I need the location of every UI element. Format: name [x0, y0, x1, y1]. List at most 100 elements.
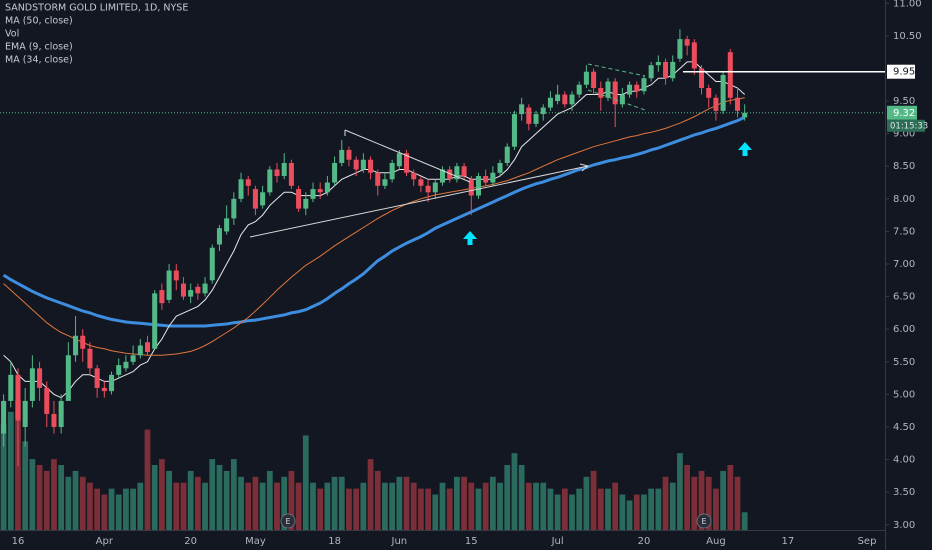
candle-body	[569, 94, 575, 105]
volume-bar	[202, 482, 208, 530]
volume-bar	[180, 482, 187, 530]
volume-bar	[648, 488, 655, 530]
volume-bar	[569, 494, 575, 530]
volume-bar	[353, 488, 360, 530]
volume-bar	[281, 476, 288, 530]
candle-body	[411, 172, 417, 180]
volume-bar	[576, 488, 583, 530]
y-tick-label: 7.00	[893, 259, 915, 270]
legend-title: SANDSTORM GOLD LIMITED, 1D, NYSE	[5, 3, 188, 14]
volume-bar	[713, 488, 719, 530]
candle-body	[439, 169, 446, 183]
candle-body	[245, 179, 251, 186]
volume-bar	[525, 482, 532, 530]
countdown-box	[887, 119, 925, 132]
candle-body	[8, 374, 14, 401]
volume-bar	[403, 476, 410, 530]
candle-body	[382, 179, 388, 186]
volume-bar	[338, 476, 345, 530]
candle-body	[389, 162, 395, 180]
candle-body	[699, 68, 705, 89]
candle-body	[504, 146, 510, 163]
volume-bar	[29, 459, 36, 530]
candle-body	[533, 114, 539, 124]
volume-bar	[396, 476, 403, 530]
volume-bar	[504, 465, 511, 530]
volume-bar	[655, 488, 662, 530]
candle-body	[180, 283, 186, 297]
legend: SANDSTORM GOLD LIMITED, 1D, NYSE MA (50,…	[5, 3, 188, 66]
y-tick-label: 8.00	[893, 194, 915, 205]
x-tick-label: Jun	[391, 536, 408, 547]
volume-bar	[727, 465, 734, 530]
volume-bar	[144, 429, 151, 530]
pattern-line	[587, 89, 646, 111]
volume-bar	[382, 482, 388, 530]
candle-body	[454, 166, 460, 180]
candle-body	[655, 61, 661, 66]
x-tick-label: Jul	[551, 536, 564, 547]
volume-bar	[101, 494, 108, 530]
candle-body	[109, 374, 115, 392]
volume-bar	[87, 482, 93, 530]
candle-body	[591, 71, 597, 89]
candle-body	[562, 94, 568, 105]
candle-body	[252, 189, 258, 209]
candle-body	[274, 169, 280, 177]
candle-body	[288, 162, 294, 186]
volume-bar	[216, 465, 223, 530]
candle-body	[238, 179, 244, 199]
trend-line	[344, 129, 471, 183]
candle-body	[202, 283, 208, 294]
volume-bar	[94, 488, 101, 530]
moving-averages	[2, 61, 746, 399]
candle-body	[627, 84, 633, 95]
candle-body	[720, 74, 726, 111]
x-tick-label: 15	[465, 536, 478, 547]
x-tick-label: May	[245, 536, 266, 547]
candle-body	[324, 182, 330, 193]
volume-bar	[540, 482, 547, 530]
candle-body	[475, 176, 481, 196]
price-line-label: 9.95	[893, 67, 915, 78]
volume-bar	[194, 476, 201, 530]
volume-bar	[367, 459, 374, 530]
x-tick-label: 16	[12, 536, 25, 547]
candle-body	[116, 365, 122, 375]
y-tick-label: 5.50	[893, 357, 915, 368]
volume-bar	[705, 476, 712, 530]
volume-bar	[43, 470, 50, 530]
candle-body	[375, 172, 381, 186]
candle-body	[144, 342, 151, 353]
ma-line	[2, 115, 746, 328]
volume-bar	[223, 470, 230, 530]
candle-body	[231, 198, 237, 219]
y-tick-label: 10.50	[893, 31, 922, 42]
candle-body	[483, 176, 489, 183]
candle-body	[332, 162, 338, 183]
candle-body	[663, 61, 669, 79]
candle-body	[727, 52, 733, 98]
candle-body	[612, 81, 618, 105]
candle-body	[94, 368, 100, 388]
earnings-marker	[696, 513, 712, 529]
candle-body	[51, 413, 57, 427]
candle-body	[368, 159, 374, 173]
x-tick-label: Aug	[706, 536, 726, 547]
candle-body	[497, 162, 503, 173]
volume-bar	[238, 476, 244, 530]
candle-body	[468, 179, 474, 196]
candle-body	[619, 94, 625, 105]
volume-bar	[137, 482, 144, 530]
candle-body	[87, 348, 93, 369]
volume-bar	[166, 470, 172, 530]
volume-bar	[511, 453, 518, 530]
x-tick-label: Sep	[858, 536, 877, 547]
volume-bar	[547, 488, 554, 530]
volume-bar	[425, 488, 431, 530]
candles	[1, 29, 748, 467]
volume-bar	[324, 482, 331, 530]
candle-body	[684, 39, 690, 46]
volume-bar	[626, 500, 633, 530]
candle-body	[80, 335, 86, 349]
